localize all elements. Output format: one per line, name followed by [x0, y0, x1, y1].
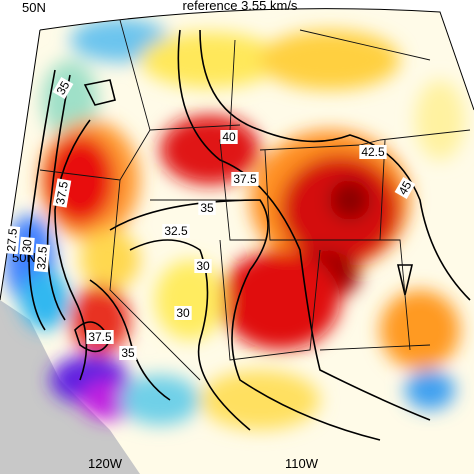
contour-label-text: 42.5 [361, 145, 385, 159]
contour-label-bg [394, 176, 416, 200]
contour-label-text: 32.5 [164, 224, 188, 238]
contour-label-bg [220, 130, 238, 144]
contour-label-text: 35 [200, 201, 214, 215]
contour-label: 42.5 [359, 145, 387, 159]
contour-label-bg [3, 225, 21, 255]
contours [28, 29, 471, 441]
contour-label: 37.5 [52, 178, 72, 208]
contour-label-bg [119, 346, 137, 360]
contour-label-bg [194, 259, 212, 273]
contour-label: 30 [19, 236, 35, 256]
contour-label-bg [52, 178, 72, 208]
contour-label-bg [86, 330, 114, 344]
ocean [0, 300, 140, 474]
contour-label-text: 40 [222, 130, 236, 144]
contour-label: 27.5 [3, 225, 21, 255]
contour-label: 30 [174, 306, 192, 320]
contour-label-bg [33, 243, 51, 273]
map-frame [0, 8, 474, 301]
contour-label-text: 45 [396, 178, 415, 197]
contour-label-bg [52, 76, 74, 100]
contour-label: 32.5 [33, 243, 51, 273]
contour-label-text: 27.5 [4, 227, 20, 252]
contour-label: 30 [194, 259, 212, 273]
contour-label: 35 [119, 346, 137, 360]
contour-label-text: 37.5 [88, 330, 112, 344]
contour-label: 45 [394, 176, 416, 200]
contour-label-bg [162, 224, 190, 238]
contour-label-text: 30 [19, 238, 34, 253]
contour-label: 35 [198, 201, 216, 215]
contour-label-bg [359, 145, 387, 159]
contour-label: 35 [52, 76, 74, 100]
contour-label: 40 [220, 130, 238, 144]
contour-label-text: 37.5 [233, 172, 257, 186]
longitude-label: 120W [88, 456, 123, 471]
latitude-label: 50N [22, 0, 46, 15]
contour-label-bg [231, 172, 259, 186]
map-title: reference 3.55 km/s [183, 0, 298, 13]
contour-label-bg [174, 306, 192, 320]
contour-label-text: 37.5 [53, 180, 71, 206]
contour-label-text: 35 [54, 78, 73, 97]
contour-label: 37.5 [86, 330, 114, 344]
contour-label-bg [198, 201, 216, 215]
contour-label-bg [19, 236, 35, 256]
contour-label: 32.5 [162, 224, 190, 238]
contour-label-text: 35 [121, 346, 135, 360]
contour-label-text: 30 [196, 259, 210, 273]
contour-label-text: 32.5 [34, 245, 50, 270]
borders [39, 19, 471, 381]
contour-label: 37.5 [231, 172, 259, 186]
longitude-label: 110W [285, 456, 319, 471]
contour-label-text: 30 [176, 306, 190, 320]
